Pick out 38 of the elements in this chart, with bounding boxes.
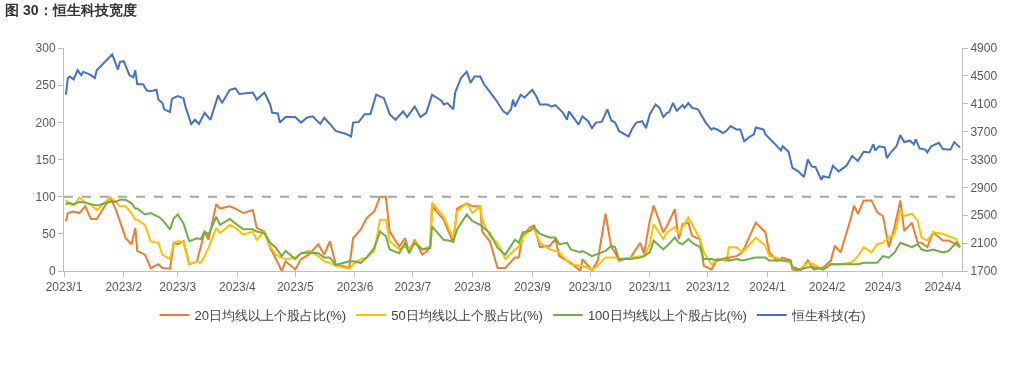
x-tick-label: 2023/7 bbox=[394, 280, 432, 295]
x-tick-label: 2023/8 bbox=[454, 280, 492, 295]
x-tick-label: 2023/4 bbox=[219, 280, 257, 295]
x-tick-label: 2023/10 bbox=[568, 280, 613, 295]
x-tick-label: 2023/3 bbox=[159, 280, 197, 295]
x-tick-label: 2024/4 bbox=[924, 280, 962, 295]
y-tick-label: 200 bbox=[35, 115, 56, 130]
y2-tick-label: 1700 bbox=[970, 264, 998, 279]
y-tick-label: 150 bbox=[35, 152, 56, 167]
y2-tick-label: 4100 bbox=[970, 96, 998, 111]
x-tick-label: 2023/1 bbox=[45, 280, 83, 295]
y2-tick-label: 4500 bbox=[970, 69, 998, 84]
y-tick-label: 50 bbox=[42, 227, 56, 242]
line-series bbox=[64, 53, 962, 181]
y2-tick-label: 3700 bbox=[970, 124, 998, 139]
x-tick-label: 2023/2 bbox=[105, 280, 143, 295]
x-tick-label: 2023/9 bbox=[513, 280, 551, 295]
x-tick-label: 2024/2 bbox=[808, 280, 846, 295]
y-tick-label: 300 bbox=[35, 41, 56, 56]
legend-label: 20日均线以上个股占比(%) bbox=[194, 308, 347, 324]
y2-tick-label: 2100 bbox=[970, 236, 998, 251]
legend-label: 恒生科技(右) bbox=[790, 308, 866, 324]
y-tick-label: 100 bbox=[35, 189, 56, 204]
x-tick-label: 2024/3 bbox=[864, 280, 902, 295]
y2-tick-label: 2500 bbox=[970, 208, 998, 223]
x-tick-label: 2023/11 bbox=[628, 280, 672, 295]
y2-tick-label: 2900 bbox=[970, 180, 998, 195]
chart-title: 图 30：恒生科技宽度 bbox=[5, 2, 137, 19]
x-tick-label: 2024/1 bbox=[749, 280, 787, 295]
y2-tick-label: 3300 bbox=[970, 152, 998, 167]
legend-label: 50日均线以上个股占比(%) bbox=[391, 308, 543, 324]
x-tick-label: 2023/6 bbox=[336, 280, 374, 295]
x-tick-label: 2023/12 bbox=[685, 280, 730, 295]
x-tick-label: 2023/5 bbox=[276, 280, 314, 295]
legend-label: 100日均线以上个股占比(%) bbox=[587, 308, 747, 324]
y-tick-label: 250 bbox=[35, 78, 56, 93]
y-tick-label: 0 bbox=[48, 264, 56, 279]
y2-tick-label: 4900 bbox=[970, 41, 998, 56]
